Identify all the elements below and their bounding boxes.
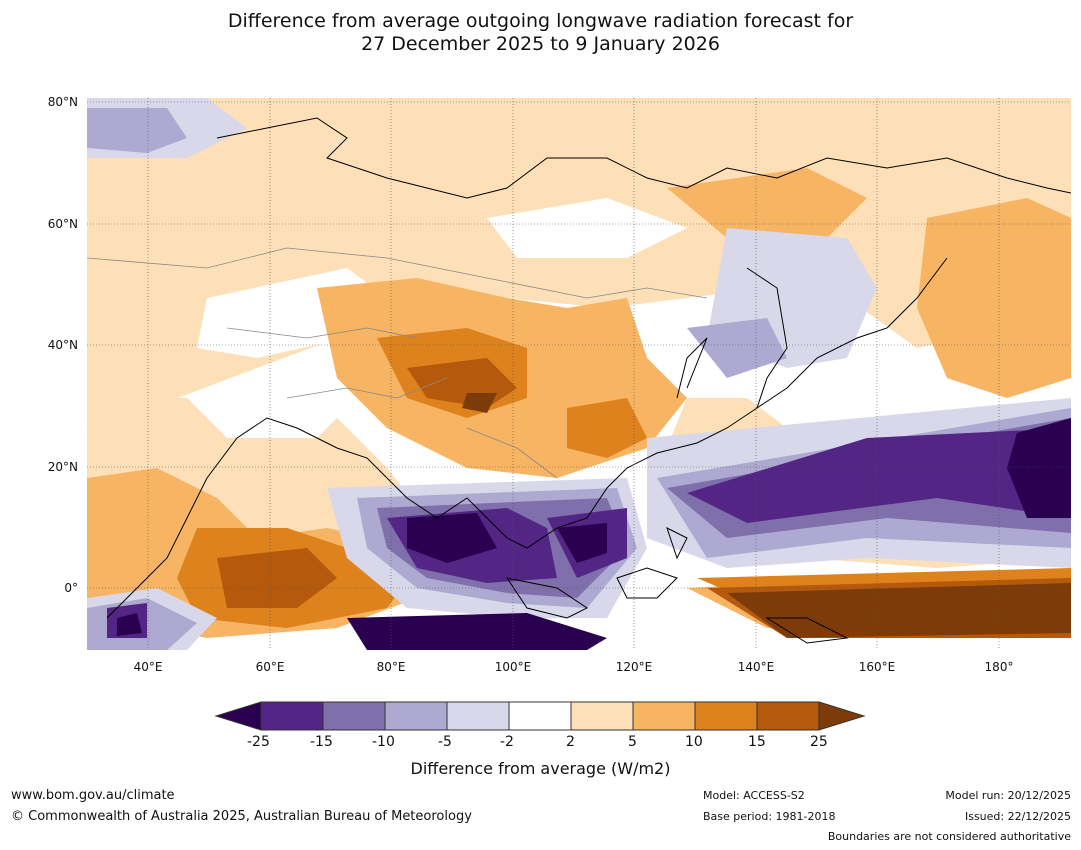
colorbar-tick: -10 [372,734,395,750]
copyright-text: © Commonwealth of Australia 2025, Austra… [11,809,472,824]
colorbar-bin-5 [508,701,572,731]
lon-label-120e: 120°E [615,660,653,674]
colorbar-bins [260,701,820,731]
lat-label-0: 0° [64,581,78,595]
lon-label-80e: 80°E [376,660,406,674]
lon-label-160e: 160°E [858,660,896,674]
colorbar-bin-8 [694,701,758,731]
website-url: www.bom.gov.au/climate [11,788,175,803]
colorbar-bin-9 [756,701,820,731]
lat-label-60n: 60°N [47,217,78,231]
anomaly-positive-extreme [462,393,1071,638]
lon-label-60e: 60°E [255,660,285,674]
colorbar-tick: 5 [628,734,637,750]
colorbar-above-triangle [818,701,866,731]
colorbar-tick: -15 [310,734,333,750]
chart-title: Difference from average outgoing longwav… [0,10,1081,56]
colorbar-bin-6 [570,701,634,731]
colorbar-tick: 2 [566,734,575,750]
coastlines [106,117,1071,644]
anomaly-negative-extreme [117,418,1071,650]
colorbar-title: Difference from average (W/m2) [410,759,671,778]
gridlines [87,98,1071,650]
model-name: Model: ACCESS-S2 [703,789,805,802]
colorbar-bin-7 [632,701,696,731]
boundaries-disclaimer: Boundaries are not considered authoritat… [827,830,1071,843]
colorbar-tick: -2 [500,734,514,750]
colorbar-below-triangle [214,701,262,731]
colorbar-bin-3 [384,701,448,731]
colorbar-tick: 15 [748,734,766,750]
lon-label-140e: 140°E [737,660,775,674]
colorbar-tick: -5 [438,734,452,750]
lon-label-180: 180° [984,660,1014,674]
issued-date: Issued: 22/12/2025 [964,810,1071,823]
base-period: Base period: 1981-2018 [703,810,836,823]
country-borders [87,247,708,479]
lon-label-40e: 40°E [133,660,163,674]
lat-label-40n: 40°N [47,338,78,352]
colorbar-bin-2 [322,701,386,731]
lat-label-20n: 20°N [47,460,78,474]
colorbar-bin-4 [446,701,510,731]
colorbar-bin-1 [260,701,324,731]
colorbar [214,701,866,731]
lat-label-80n: 80°N [47,95,78,109]
colorbar-tick: 10 [685,734,703,750]
ocean-anomaly-map [87,98,1071,650]
lon-label-100e: 100°E [494,660,532,674]
colorbar-tick: -25 [247,734,270,750]
title-line-1: Difference from average outgoing longwav… [227,10,854,32]
model-run: Model run: 20/12/2025 [945,789,1071,802]
colorbar-tick: 25 [810,734,828,750]
title-line-2: 27 December 2025 to 9 January 2026 [361,33,720,55]
